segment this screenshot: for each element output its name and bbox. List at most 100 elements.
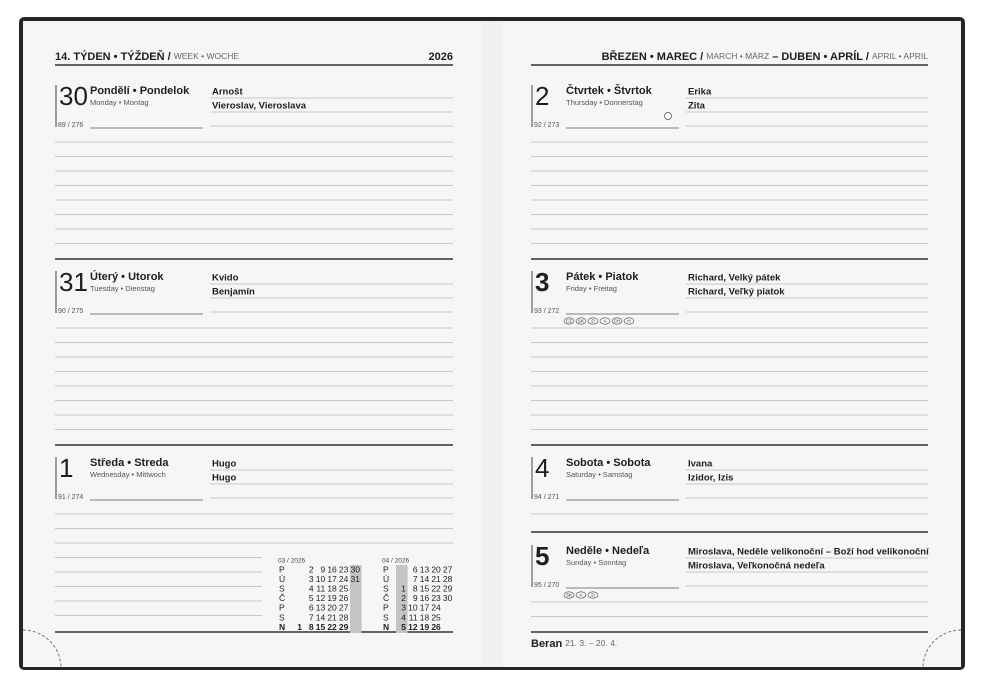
mini-cal-weekday: P [383,603,389,613]
mini-cal-day: 18 [420,612,430,622]
mini-cal-day: 25 [431,612,441,622]
mini-cal-day: 20 [327,603,337,613]
mini-cal-day: 2 [401,593,406,603]
mini-cal-day: 28 [339,612,349,622]
mini-cal-day: 12 [408,622,418,632]
holiday-icon [575,591,587,599]
holiday-icon-label: CH [614,318,621,323]
holiday-icon-label: SK [578,318,584,323]
mini-cal-day: 9 [320,564,325,574]
holiday-icon [563,591,575,599]
months2-sub: APRIL • APRIL [872,51,928,61]
mini-cal-day: 15 [316,622,326,632]
name-day: Vieroslav, Vieroslava [212,101,307,112]
mini-cal-day: 12 [316,593,326,603]
mini-cal-weekday: N [279,622,285,632]
mini-cal-day: 14 [316,612,326,622]
mini-cal-day: 17 [327,574,337,584]
day-number: 1 [59,453,73,483]
months: BŘEZEN • MAREC / [602,50,704,63]
mini-cal-day: 28 [443,574,453,584]
day-number: 2 [535,81,549,111]
zodiac-sign: Beran [531,638,562,650]
mini-cal-day: 10 [316,574,326,584]
day-name: Sobota • Sobota [566,457,651,469]
holiday-icon [587,317,599,325]
day-count: 94 / 271 [534,494,559,501]
mini-cal-day: 6 [413,564,418,574]
mini-cal-day: 24 [431,603,441,613]
months2: – DUBEN • APRÍL / [772,50,869,63]
mini-cal-weekday: S [279,612,285,622]
moon-icon [664,112,672,120]
mini-cal-day: 17 [420,603,430,613]
day-name-sub: Friday • Freitag [566,284,617,293]
holiday-icon [587,591,599,599]
mini-cal-day: 21 [431,574,441,584]
year: 2026 [429,51,453,63]
name-day: Hugo [212,473,236,484]
day-name: Neděle • Nedeľa [566,545,650,557]
holiday-icon-label: D [591,592,595,597]
mini-cal-weekday: N [383,622,389,632]
mini-cal-day: 22 [431,583,441,593]
mini-cal-day: 15 [420,583,430,593]
week-title-text: 14. TÝDEN • TÝŽDEŇ / [55,50,171,63]
name-day: Zita [688,101,706,112]
mini-cal-day: 21 [327,612,337,622]
mini-cal-day: 23 [431,593,441,603]
day-number: 31 [59,267,88,297]
mini-cal-weekday: S [383,612,389,622]
day-name: Pátek • Piatok [566,271,639,283]
mini-cal-day: 13 [316,603,326,613]
holiday-icon-label: A [603,318,606,323]
mini-cal-day: 1 [297,622,302,632]
mini-cal-day: 29 [339,622,349,632]
week-highlight [350,565,362,633]
day-name: Úterý • Utorok [90,270,164,283]
day-count: 90 / 275 [58,308,83,315]
day-name-sub: Tuesday • Dienstag [90,284,155,293]
mini-cal-day: 16 [420,593,430,603]
holiday-icon-label: D [591,318,595,323]
name-day: Richard, Veľký piatok [688,287,785,298]
mini-cal-day: 6 [309,603,314,613]
day-count: 91 / 274 [58,494,83,501]
mini-cal-title: 03 / 2026 [278,558,305,565]
months-sub: MARCH • MÄRZ [706,51,769,61]
zodiac: Beran 21. 3. – 20. 4. [531,638,617,650]
mini-cal-day: 11 [409,612,418,622]
name-day: Benjamín [212,287,255,298]
mini-cal-day: 26 [339,593,349,603]
mini-cal-weekday: S [383,583,389,593]
mini-cal-day: 20 [431,564,441,574]
day-name-sub: Thursday • Donnerstag [566,98,643,107]
mini-cal-day: 7 [309,612,314,622]
day-name: Čtvrtek • Štvrtok [566,84,653,97]
mini-cal-weekday: Č [383,593,389,603]
holiday-icon-label: A [579,592,582,597]
mini-cal-day: 8 [413,583,418,593]
mini-cal-day: 27 [339,603,349,613]
day-name-sub: Wednesday • Mittwoch [90,470,166,479]
day-number: 3 [535,267,549,297]
week-highlight [396,565,408,633]
holiday-icon [575,317,587,325]
mini-cal-day: 26 [431,622,441,632]
mini-cal-day: 3 [401,603,406,613]
day-number: 30 [59,81,88,111]
mini-cal-day: 27 [443,564,453,574]
mini-cal-day: 10 [408,603,418,613]
gutter [482,21,502,667]
holiday-icon-label: SK [566,592,572,597]
mini-cal-day: 30 [443,593,453,603]
holiday-icon [611,317,623,325]
day-count: 92 / 273 [534,122,559,129]
day-name: Středa • Streda [90,457,169,469]
mini-cal-day: 19 [420,622,430,632]
day-name-sub: Monday • Montag [90,98,149,107]
mini-cal-weekday: P [279,564,285,574]
mini-cal-day: 5 [401,622,406,632]
day-count: 93 / 272 [534,308,559,315]
